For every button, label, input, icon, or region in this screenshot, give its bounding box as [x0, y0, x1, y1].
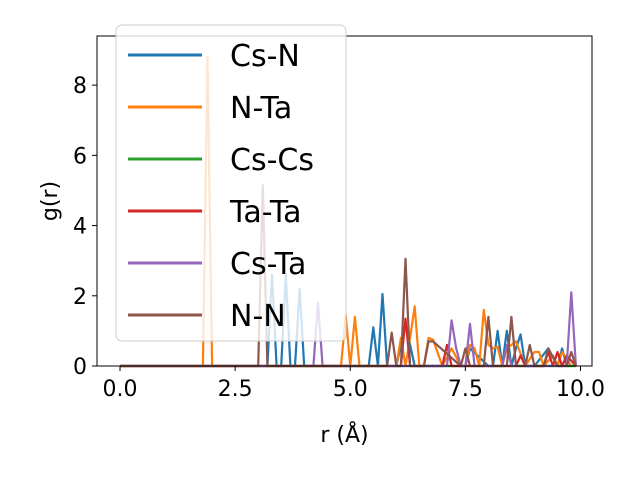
y-tick-label: 8: [73, 74, 87, 99]
legend-label-cs-ta: Cs-Ta: [230, 247, 306, 282]
x-axis-label: r (Å): [320, 421, 368, 448]
y-axis-label: g(r): [38, 181, 63, 221]
legend-label-n-ta: N-Ta: [230, 91, 292, 126]
x-tick-label: 0.0: [103, 377, 138, 402]
y-tick-label: 4: [73, 215, 87, 240]
legend: Cs-N N-Ta Cs-Cs Ta-Ta Cs-Ta N-N: [115, 24, 347, 342]
legend-label-cs-n: Cs-N: [230, 39, 300, 74]
y-tick-label: 2: [73, 285, 87, 310]
legend-label-cs-cs: Cs-Cs: [230, 143, 314, 178]
axes-layer: 0.0 2.5 5.0 7.5 10.0 0 2 4 6 8: [73, 35, 605, 402]
legend-label-n-n: N-N: [230, 299, 286, 334]
x-tick-label: 2.5: [218, 377, 253, 402]
x-tick-label: 7.5: [448, 377, 483, 402]
legend-label-ta-ta: Ta-Ta: [229, 195, 302, 230]
y-tick-label: 6: [73, 144, 87, 169]
x-tick-label: 10.0: [556, 377, 605, 402]
y-tick-label: 0: [73, 355, 87, 380]
x-tick-label: 5.0: [333, 377, 368, 402]
